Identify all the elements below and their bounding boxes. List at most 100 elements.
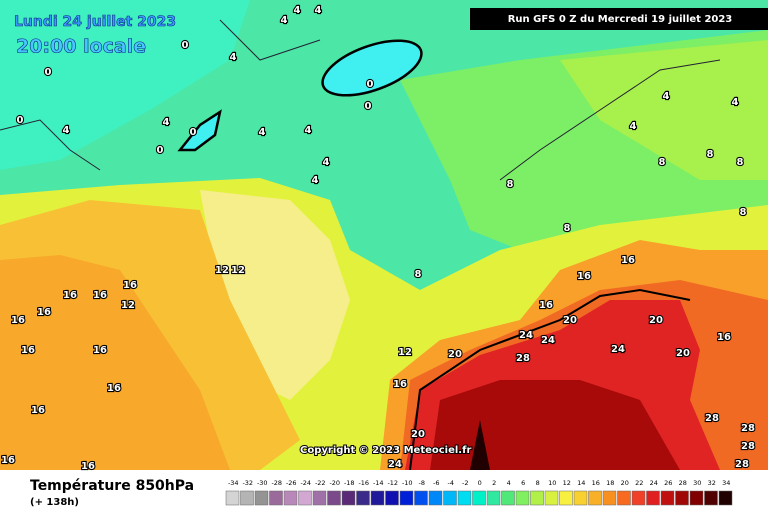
legend-swatch: [240, 490, 254, 506]
legend-swatch: [283, 490, 298, 506]
contour-label: 16: [393, 379, 407, 390]
legend-swatch: [341, 490, 356, 506]
legend-swatch: [573, 490, 588, 506]
contour-label: 4: [312, 175, 319, 186]
legend-swatch: [689, 490, 704, 506]
contour-label: 4: [323, 157, 330, 168]
contour-label: 8: [564, 223, 571, 234]
contour-label: 16: [11, 315, 25, 326]
cold-area: [0, 0, 250, 170]
contour-label: 0: [365, 101, 372, 112]
valid-date: Lundi 24 juillet 2023: [14, 14, 176, 30]
legend-swatch: [414, 490, 428, 506]
dark-red-area: [430, 380, 680, 470]
legend-label: -26: [286, 479, 297, 487]
contour-label: 20: [563, 315, 577, 326]
legend-swatch: [501, 490, 515, 506]
legend-label: 8: [536, 479, 540, 487]
light-yellow-area: [200, 190, 350, 400]
warm-area: [560, 40, 768, 180]
contour-label: 4: [663, 91, 670, 102]
legend-swatch: [399, 490, 414, 506]
contour-label: 0: [182, 40, 189, 51]
legend-swatch: [356, 490, 370, 506]
contour-label: 16: [31, 405, 45, 416]
contour-label: 4: [732, 97, 739, 108]
legend-swatch: [457, 490, 472, 506]
contour-line: [409, 288, 691, 471]
extreme-area: [470, 420, 490, 470]
contour-label: 24: [388, 459, 402, 470]
legend-swatch: [486, 490, 501, 506]
legend-swatch: [631, 490, 646, 506]
legend-swatch: [428, 490, 443, 506]
coastline: [0, 19, 721, 181]
dark-orange-area: [0, 255, 230, 470]
legend-label: 34: [722, 479, 730, 487]
legend-swatch: [559, 490, 573, 506]
contour-label: 12: [398, 347, 412, 358]
legend-swatch: [660, 490, 675, 506]
contour-label: 20: [676, 348, 690, 359]
run-box: [470, 8, 768, 30]
contour-label: 16: [63, 290, 77, 301]
local-time: 20:00 locale: [16, 36, 146, 58]
legend-label: 2: [492, 479, 496, 487]
contour-label: 4: [305, 125, 312, 136]
legend-label: -10: [402, 479, 413, 487]
legend-label: 20: [621, 479, 629, 487]
legend-label: 10: [548, 479, 556, 487]
contour-label: 20: [649, 315, 663, 326]
contour-label: 8: [737, 157, 744, 168]
contour-label: 16: [37, 307, 51, 318]
contour-label: 8: [415, 269, 422, 280]
legend-label: -24: [300, 479, 311, 487]
legend-label: -14: [373, 479, 384, 487]
legend-swatch: [515, 490, 530, 506]
contour-label: 16: [539, 300, 553, 311]
contour-label: 28: [735, 459, 749, 470]
contour-label: 28: [741, 441, 755, 452]
legend-swatch: [530, 490, 544, 506]
contour-label: 16: [621, 255, 635, 266]
contour-label: 4: [315, 5, 322, 16]
legend-swatch: [704, 490, 718, 506]
contour-label: 8: [740, 207, 747, 218]
legend-swatch: [718, 490, 733, 506]
greenland-cold-core: [321, 39, 423, 97]
legend-swatch: [544, 490, 559, 506]
legend-swatch: [370, 490, 385, 506]
legend-swatch: [385, 490, 399, 506]
legend-swatch: [269, 490, 283, 506]
legend-label: 22: [635, 479, 643, 487]
contour-label: 28: [741, 423, 755, 434]
contour-label: 28: [516, 353, 530, 364]
contour-label: 16: [717, 332, 731, 343]
legend-label: -22: [315, 479, 326, 487]
contour-label: 12: [231, 265, 245, 276]
legend-label: -30: [257, 479, 268, 487]
contour-label: 8: [659, 157, 666, 168]
legend-swatch: [298, 490, 312, 506]
contour-label: 20: [448, 349, 462, 360]
legend-label: 24: [650, 479, 658, 487]
contour-label: 24: [541, 335, 555, 346]
contour-label: 16: [107, 383, 121, 394]
contour-label: 4: [163, 117, 170, 128]
legend-swatch: [312, 490, 327, 506]
legend-label: -8: [419, 479, 425, 487]
contour-label: 4: [281, 15, 288, 26]
contour-label: 4: [230, 52, 237, 63]
legend-label: -20: [329, 479, 340, 487]
lead-time: (+ 138h): [30, 497, 79, 508]
legend-label: 12: [563, 479, 571, 487]
legend-label: -2: [462, 479, 468, 487]
contour-label: 16: [1, 455, 15, 466]
legend-label: -32: [242, 479, 253, 487]
contour-label: 8: [507, 179, 514, 190]
contour-label: 24: [611, 344, 625, 355]
contour-label: 12: [215, 265, 229, 276]
legend-label: 30: [693, 479, 701, 487]
